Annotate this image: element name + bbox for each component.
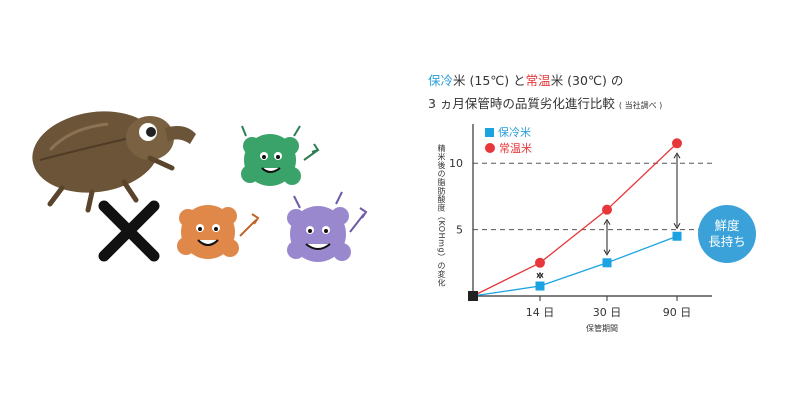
x-tick-label: 30 日 — [593, 306, 622, 319]
legend-label-warm: 常温米 — [499, 142, 532, 155]
gridlines — [473, 162, 712, 231]
gap-arrow-head-up — [673, 152, 681, 159]
series-lines — [472, 142, 678, 297]
title-warm-word: 常温 — [525, 73, 551, 88]
gap-arrow-head-down — [603, 249, 611, 256]
series-markers — [468, 138, 682, 301]
data-point-warm — [672, 138, 682, 149]
y-axis-label: 精米後の脂肪酸度（KOHmg）の変化 — [437, 144, 446, 287]
gap-arrow-head-up — [536, 271, 544, 279]
data-point-warm — [602, 204, 612, 215]
freshness-badge: 鮮度 長持ち — [698, 205, 756, 263]
axes — [472, 124, 712, 301]
title-cold-word: 保冷 — [428, 73, 454, 88]
orange-mold-icon — [177, 205, 260, 259]
cross-icon — [98, 200, 160, 262]
chart-title-line2: 3 ヵ月保管時の品質劣化進行比較 ( 当社調べ ) — [428, 93, 662, 112]
title-line2-text: 3 ヵ月保管時の品質劣化進行比較 — [428, 96, 615, 111]
data-point-warm — [535, 257, 545, 268]
series-line-warm — [472, 142, 678, 297]
gap-arrow-head-down — [673, 222, 681, 230]
title-warm-rest: 米 (30℃) の — [550, 73, 624, 88]
tick-labels: 5 10 14 日 30 日 90 日 — [449, 157, 691, 319]
purple-mold-icon — [287, 191, 368, 262]
legend-label-cold: 保冷米 — [498, 126, 531, 139]
circle-marker-icon — [485, 143, 495, 153]
title-note: ( 当社調べ ) — [618, 101, 663, 110]
badge-line1: 鮮度 — [714, 218, 740, 233]
square-marker-icon — [485, 127, 494, 137]
origin-point — [468, 291, 478, 301]
legend-item-warm: 常温米 — [485, 140, 532, 156]
gap-arrows — [536, 152, 681, 280]
gap-arrow-head-up — [603, 218, 611, 225]
chart-title-line1: 保冷米 (15℃) と常温米 (30℃) の — [428, 70, 623, 89]
data-point-cold — [535, 281, 545, 291]
x-tick-label: 14 日 — [526, 306, 555, 319]
y-tick-label: 5 — [456, 224, 463, 237]
series-line-cold — [472, 235, 678, 297]
x-tick-label: 90 日 — [663, 306, 692, 319]
pest-illustration — [32, 111, 368, 262]
green-mold-icon — [241, 125, 320, 186]
data-point-cold — [672, 231, 682, 241]
legend-item-cold: 保冷米 — [485, 124, 531, 140]
y-tick-label: 10 — [449, 157, 463, 170]
gap-arrow-head-down — [536, 272, 544, 280]
badge-line2: 長持ち — [708, 234, 746, 249]
data-point-cold — [602, 258, 612, 268]
x-axis-label: 保管期間 — [586, 324, 618, 333]
title-cold-rest: 米 (15℃) と — [453, 73, 526, 88]
weevil-icon — [32, 111, 196, 213]
